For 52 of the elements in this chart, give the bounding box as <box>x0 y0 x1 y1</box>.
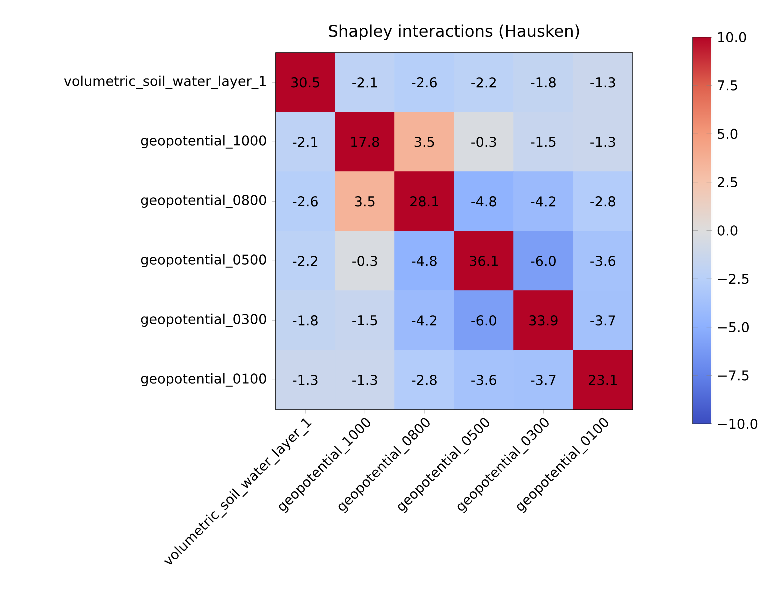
data-label: -2.6 <box>293 196 318 207</box>
y-tick-label: geopotential_0800 <box>141 194 266 208</box>
data-label: -4.2 <box>412 316 436 326</box>
data-label: 30.5 <box>292 77 320 88</box>
data-label: 3.5 <box>355 196 375 207</box>
data-label: -2.8 <box>412 374 437 386</box>
data-label: -2.6 <box>412 77 437 88</box>
data-label: 3.5 <box>414 136 434 148</box>
data-label: -0.3 <box>352 256 378 266</box>
data-label: -4.8 <box>472 196 496 207</box>
data-label: -1.3 <box>293 374 318 386</box>
y-tick-label: geopotential_1000 <box>141 135 266 149</box>
y-tick-label: geopotential_0500 <box>141 254 266 268</box>
color-bar-label: 10.0 <box>718 32 746 42</box>
color-bar-label: 5.0 <box>718 128 738 140</box>
chart-title: Shapley interactions (Hausken) <box>329 24 580 40</box>
y-tick-label: geopotential_0100 <box>141 373 266 387</box>
color-bar-label: −10.0 <box>718 418 758 430</box>
color-bar-label: 0.0 <box>718 226 738 236</box>
data-label: 33.9 <box>530 315 558 326</box>
data-label: 23.1 <box>589 374 617 386</box>
data-label: -6.0 <box>472 315 496 326</box>
data-label: -1.5 <box>531 137 556 148</box>
data-label: -2.2 <box>472 78 496 88</box>
data-label: -4.8 <box>412 256 437 266</box>
color-bar-label: −7.5 <box>718 370 749 381</box>
color-bar-label: 7.5 <box>718 80 738 91</box>
data-label: -3.7 <box>531 374 556 386</box>
data-label: -1.5 <box>352 316 378 326</box>
color-bar-label: −2.5 <box>718 274 749 284</box>
data-label: 17.8 <box>352 136 380 148</box>
y-tick-label: volumetric_soil_water_layer_1 <box>64 76 266 90</box>
data-label: -1.3 <box>590 136 616 148</box>
data-label: -3.6 <box>472 374 496 386</box>
data-label: -2.1 <box>293 137 318 148</box>
data-label: -1.8 <box>531 77 556 88</box>
data-label: -2.2 <box>293 256 318 266</box>
data-label: -0.3 <box>472 136 496 148</box>
color-bar-label: 2.5 <box>718 177 738 188</box>
data-label: -4.2 <box>531 196 556 207</box>
data-label: -1.3 <box>352 374 378 386</box>
data-label: 36.1 <box>470 256 498 266</box>
data-label: -2.1 <box>352 78 378 88</box>
data-label: -6.0 <box>531 256 556 266</box>
data-label: -3.6 <box>590 256 616 266</box>
data-label: -3.7 <box>590 315 616 326</box>
data-label: -2.8 <box>590 196 616 207</box>
y-tick-label: geopotential_0300 <box>141 314 266 328</box>
data-label: -1.8 <box>293 315 318 326</box>
data-label: -1.3 <box>590 77 616 88</box>
color-bar-label: −5.0 <box>718 322 749 332</box>
data-label: 28.1 <box>410 196 438 207</box>
